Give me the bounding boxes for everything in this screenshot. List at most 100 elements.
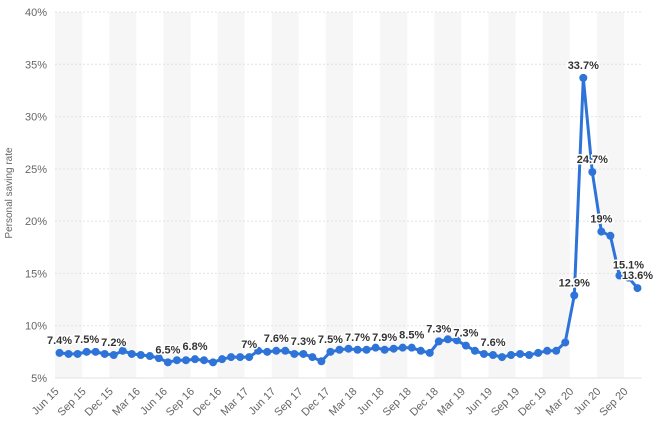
x-tick-label: Dec 19	[516, 386, 549, 419]
data-point	[181, 356, 190, 365]
x-tick-label: Sep 17	[272, 386, 305, 419]
data-label: 7.6%	[264, 333, 289, 345]
data-point	[443, 335, 452, 344]
data-point	[326, 347, 335, 356]
background-band	[488, 12, 516, 378]
background-band	[217, 12, 245, 378]
y-tick-label: 15%	[25, 268, 47, 280]
data-point	[127, 349, 136, 358]
data-point	[281, 346, 290, 355]
data-label: 33.7%	[568, 60, 599, 72]
y-tick-label: 20%	[25, 216, 47, 228]
data-point	[561, 338, 570, 347]
x-tick-label: Mar 19	[435, 386, 468, 419]
data-label: 7.9%	[372, 332, 397, 344]
data-point	[479, 349, 488, 358]
data-point	[624, 273, 633, 282]
data-point	[254, 346, 263, 355]
x-tick-label: Mar 16	[110, 386, 143, 419]
x-tick-label: Sep 18	[381, 386, 414, 419]
y-tick-label: 35%	[25, 59, 47, 71]
data-point	[163, 358, 172, 367]
data-label: 19%	[590, 214, 612, 226]
data-label: 15.1%	[613, 260, 644, 272]
data-point	[416, 346, 425, 355]
y-tick-label: 30%	[25, 112, 47, 124]
data-point	[200, 356, 209, 365]
x-tick-label: Dec 18	[408, 386, 441, 419]
data-point	[64, 349, 73, 358]
data-point	[452, 336, 461, 345]
horizontal-gridlines	[55, 11, 642, 379]
data-label: 8.5%	[399, 330, 424, 342]
data-label: 24.7%	[577, 154, 608, 166]
data-point	[82, 347, 91, 356]
data-point	[55, 348, 64, 357]
x-tick-label: Mar 18	[327, 386, 360, 419]
data-point	[552, 346, 561, 355]
background-band	[271, 12, 299, 378]
background-band	[542, 12, 570, 378]
background-band	[434, 12, 462, 378]
background-band	[596, 12, 624, 378]
data-point	[136, 350, 145, 359]
data-point	[91, 347, 100, 356]
data-point	[190, 355, 199, 364]
data-label: 7.3%	[426, 323, 451, 335]
x-tick-label: Sep 20	[597, 386, 630, 419]
data-point	[371, 343, 380, 352]
data-point	[118, 346, 127, 355]
background-bands	[55, 12, 624, 378]
data-point	[389, 344, 398, 353]
data-point	[380, 345, 389, 354]
data-point	[543, 346, 552, 355]
data-point	[615, 271, 624, 280]
y-tick-label: 5%	[31, 373, 47, 385]
data-point	[507, 350, 516, 359]
data-label: 7.3%	[291, 336, 316, 348]
data-label: 6.5%	[155, 344, 180, 356]
x-tick-label: Mar 17	[219, 386, 252, 419]
data-point	[236, 353, 245, 362]
data-point	[498, 353, 507, 362]
data-point	[516, 349, 525, 358]
data-label: 7.4%	[47, 335, 72, 347]
data-point	[353, 345, 362, 354]
data-point	[470, 346, 479, 355]
data-point	[534, 348, 543, 357]
data-label: 7.5%	[74, 334, 99, 346]
data-point	[218, 355, 227, 364]
data-point	[525, 350, 534, 359]
data-point	[73, 349, 82, 358]
x-tick-label: Mar 20	[544, 386, 577, 419]
data-point	[335, 345, 344, 354]
data-point	[597, 227, 606, 236]
data-point	[317, 357, 326, 366]
y-tick-label: 40%	[25, 7, 47, 19]
data-point	[263, 347, 272, 356]
data-point	[407, 343, 416, 352]
data-point	[154, 354, 163, 363]
data-label: 7.6%	[480, 337, 505, 349]
y-axis-label: Personal saving rate	[4, 147, 15, 239]
data-label: 7.3%	[453, 328, 478, 340]
data-label: 7.7%	[345, 332, 370, 344]
x-tick-label: Sep 19	[489, 386, 522, 419]
data-point	[145, 352, 154, 361]
data-point	[299, 349, 308, 358]
data-point	[109, 350, 118, 359]
data-label: 6.8%	[182, 341, 207, 353]
data-point	[227, 353, 236, 362]
data-point	[398, 343, 407, 352]
y-axis-ticks: 5% 10% 15% 20% 25% 30% 35% 40%	[25, 7, 47, 385]
data-point	[425, 348, 434, 357]
data-point	[245, 353, 254, 362]
data-point	[172, 356, 181, 365]
y-tick-label: 25%	[25, 164, 47, 176]
data-point	[434, 337, 443, 346]
data-labels: 7.4% 7.5% 7.2%6.5% 6.8% 7%7.6% 7.3% 7.5% 7.7% 7.…	[45, 58, 653, 357]
data-point	[209, 358, 218, 367]
data-label: 12.9%	[559, 277, 590, 289]
data-point	[290, 349, 299, 358]
